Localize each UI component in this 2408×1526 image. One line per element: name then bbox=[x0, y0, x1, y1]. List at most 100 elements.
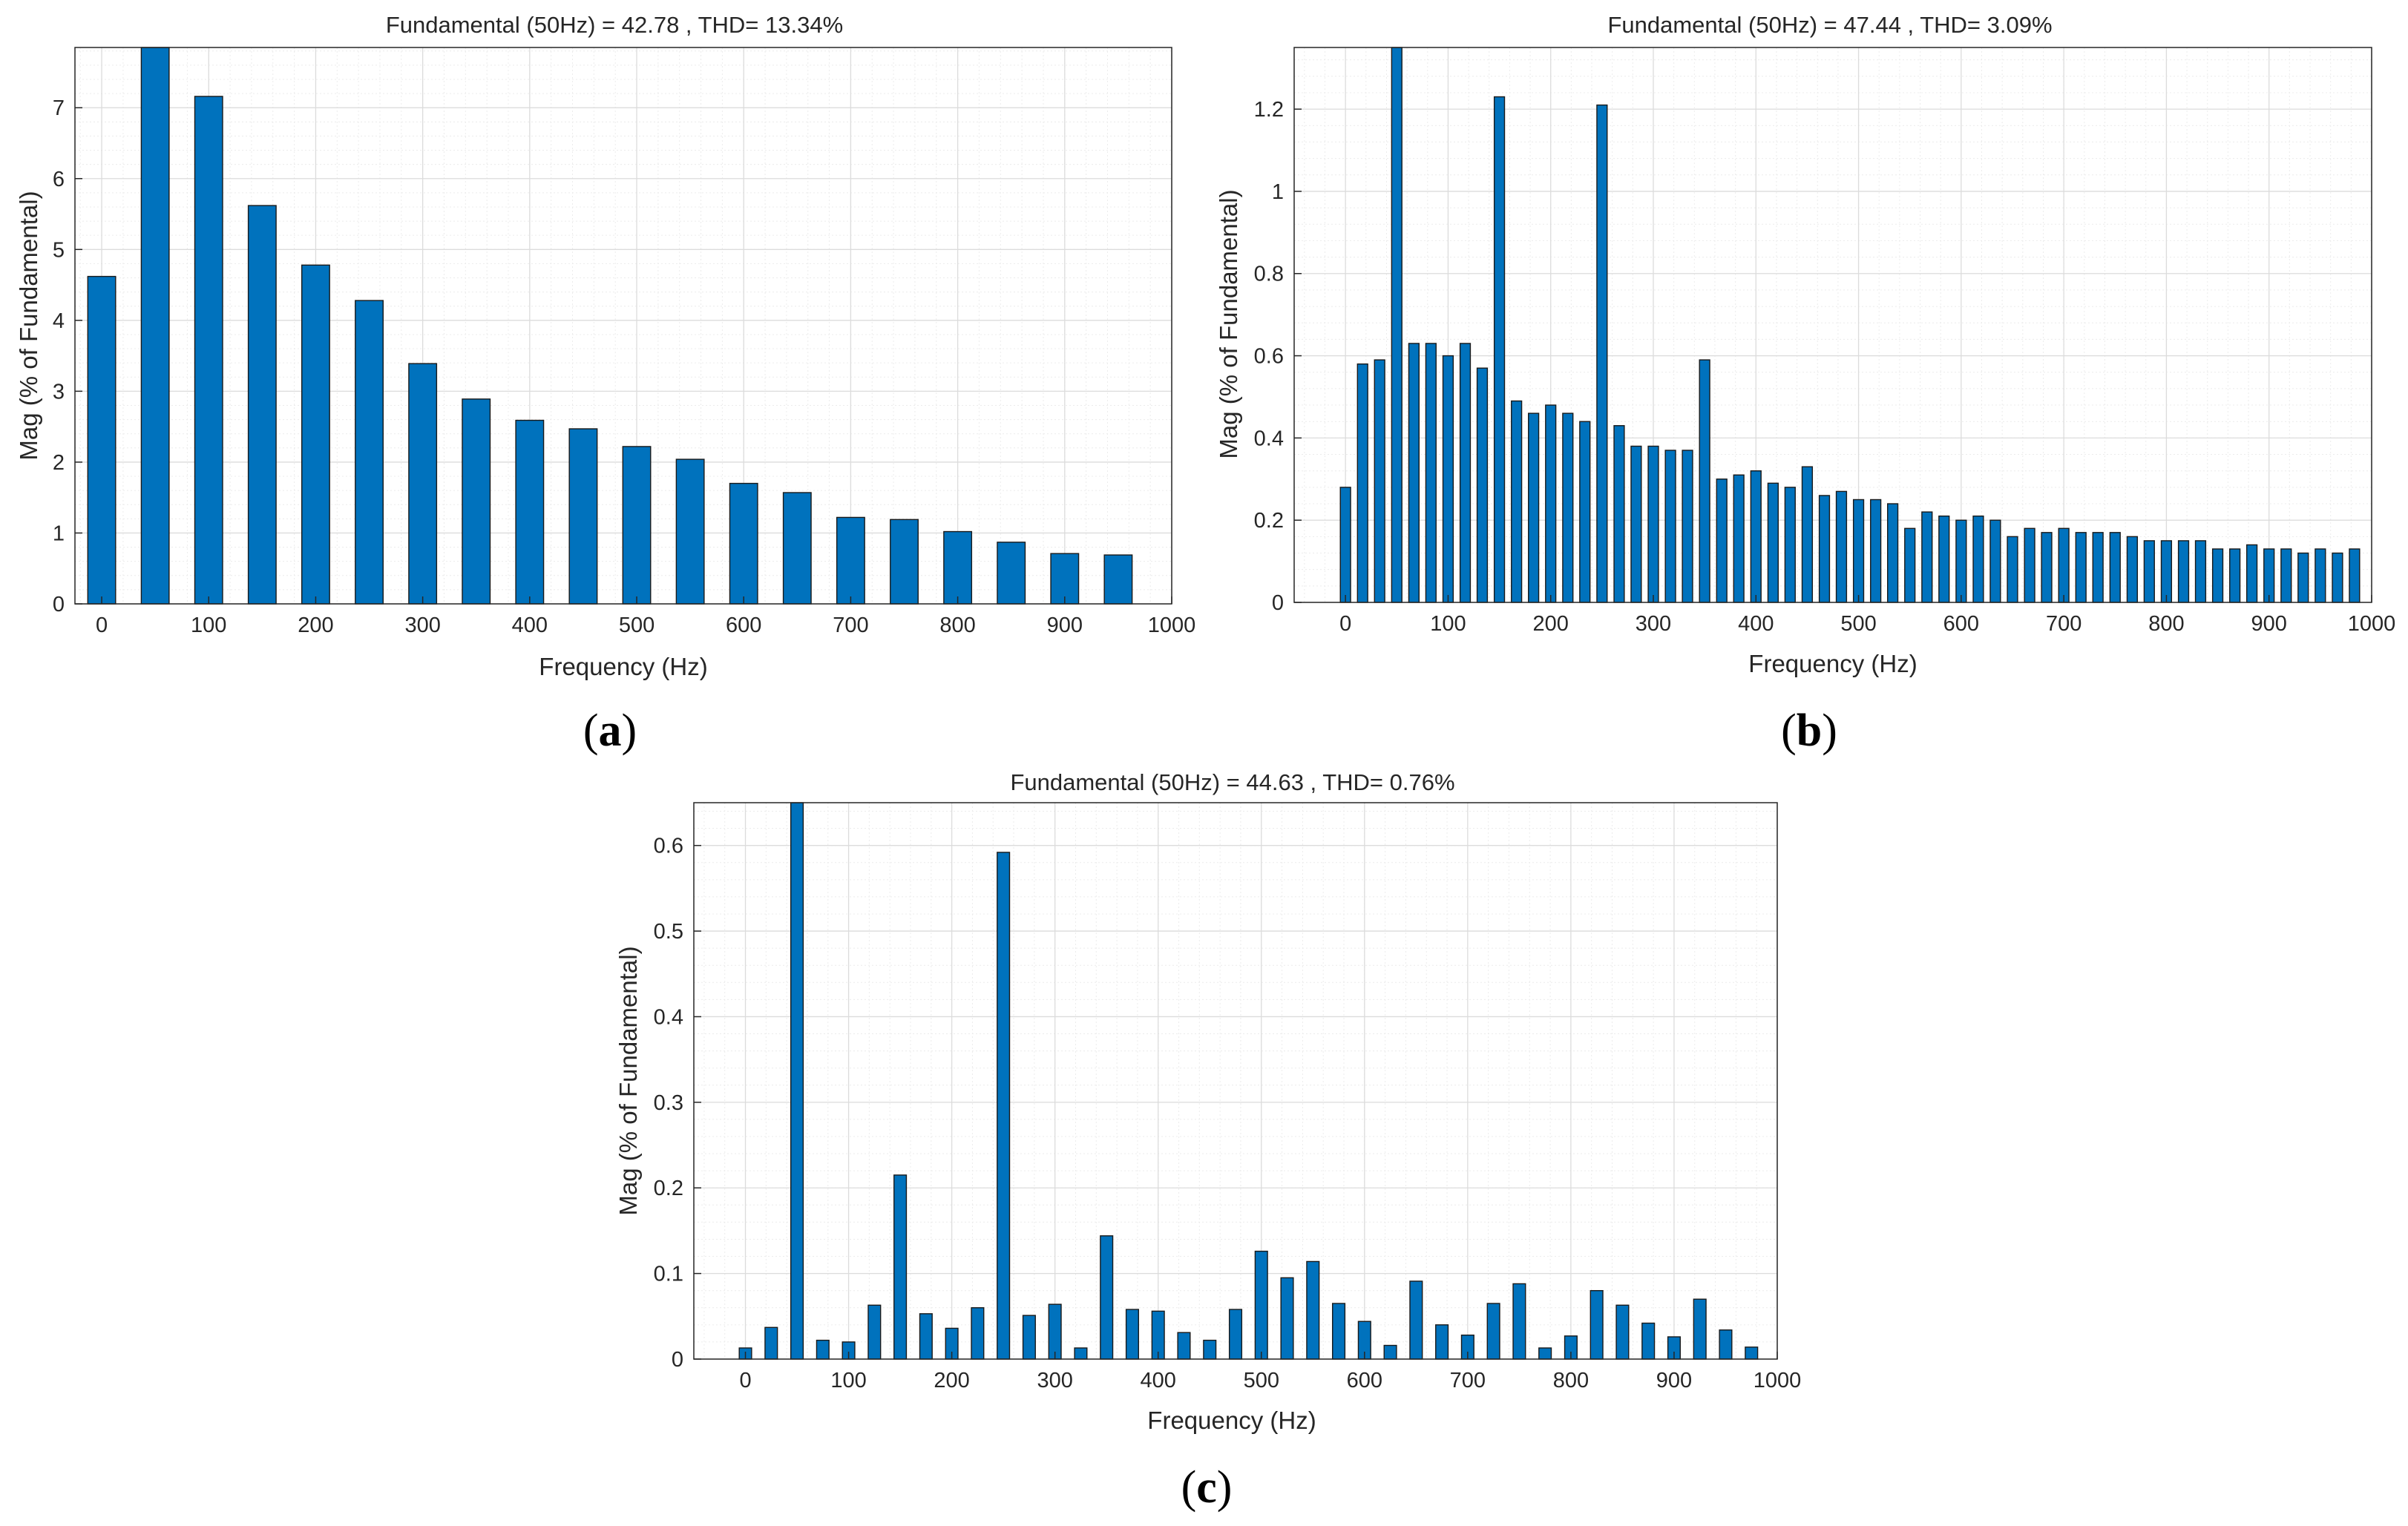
panel-caption-c: (c) bbox=[1181, 1462, 1233, 1513]
bar-c-39 bbox=[1745, 1346, 1759, 1360]
bar-c-29 bbox=[1486, 1303, 1500, 1360]
y-ticks-c: 0 0.1 0.2 0.3 0.4 0.5 0.6 bbox=[654, 835, 701, 1372]
bar-a-9 bbox=[568, 428, 598, 605]
bar-c-38 bbox=[1719, 1329, 1733, 1360]
x-tick-label-a-9: 900 bbox=[1047, 614, 1083, 637]
bar-b-44 bbox=[2092, 532, 2104, 603]
bar-c-7 bbox=[919, 1313, 933, 1360]
bar-b-16 bbox=[1613, 425, 1625, 603]
y-ticks-b: 0 0.2 0.4 0.6 0.8 1 1.2 bbox=[1254, 98, 1302, 615]
x-tick-label-b-8: 800 bbox=[2148, 612, 2184, 636]
chart-title-c: Fundamental (50Hz) = 44.63 , THD= 0.76% bbox=[1010, 769, 1454, 795]
bar-b-46 bbox=[2126, 536, 2138, 603]
x-tick-label-b-6: 600 bbox=[1943, 612, 1979, 636]
x-tick-label-b-0: 0 bbox=[1339, 612, 1351, 636]
x-ticks-b: 0 100 200 300 400 500 600 700 800 900 1000 bbox=[1339, 595, 2395, 636]
bar-c-31 bbox=[1538, 1347, 1552, 1360]
bar-c-37 bbox=[1693, 1298, 1707, 1360]
bar-c-35 bbox=[1641, 1322, 1656, 1360]
bar-b-2 bbox=[1374, 359, 1385, 603]
bar-a-14 bbox=[836, 516, 865, 605]
bar-a-15 bbox=[890, 519, 919, 605]
bar-c-2 bbox=[790, 802, 804, 1360]
bar-b-24 bbox=[1750, 470, 1762, 603]
x-tick-label-a-5: 500 bbox=[619, 614, 655, 637]
bar-c-30 bbox=[1512, 1283, 1526, 1360]
bar-c-6 bbox=[893, 1174, 908, 1360]
axes-box-a bbox=[74, 47, 1172, 605]
bar-b-9 bbox=[1493, 96, 1506, 603]
x-tick-label-b-3: 300 bbox=[1636, 612, 1671, 636]
x-tick-label-b-7: 700 bbox=[2046, 612, 2081, 636]
bar-b-40 bbox=[2024, 527, 2035, 603]
y-tick-label-c-1: 0.1 bbox=[654, 1263, 683, 1286]
bar-c-18 bbox=[1203, 1339, 1217, 1360]
y-tick-label-c-5: 0.5 bbox=[654, 920, 683, 944]
bar-b-33 bbox=[1904, 527, 1916, 603]
bar-b-50 bbox=[2194, 540, 2207, 603]
bar-b-6 bbox=[1442, 355, 1454, 603]
bar-b-53 bbox=[2246, 544, 2258, 603]
x-tick-label-b-1: 100 bbox=[1430, 612, 1466, 636]
bar-b-23 bbox=[1733, 474, 1745, 603]
axes-box-c bbox=[693, 802, 1778, 1360]
x-tick-label-c-3: 300 bbox=[1037, 1369, 1072, 1392]
bar-b-1 bbox=[1356, 363, 1368, 603]
x-tick-label-c-6: 600 bbox=[1347, 1369, 1382, 1392]
bar-c-21 bbox=[1280, 1277, 1294, 1360]
bar-b-22 bbox=[1716, 478, 1728, 603]
bar-a-19 bbox=[1103, 554, 1133, 605]
bar-b-28 bbox=[1818, 495, 1831, 603]
bar-b-52 bbox=[2229, 548, 2241, 603]
bar-b-58 bbox=[2332, 552, 2343, 603]
bar-b-4 bbox=[1408, 343, 1420, 603]
y-tick-label-c-3: 0.3 bbox=[654, 1091, 683, 1115]
x-tick-label-b-9: 900 bbox=[2251, 612, 2287, 636]
bar-b-15 bbox=[1596, 104, 1608, 603]
x-axis-label-a: Frequency (Hz) bbox=[539, 653, 707, 680]
bar-b-42 bbox=[2058, 527, 2070, 603]
bar-b-26 bbox=[1784, 487, 1796, 603]
bar-b-36 bbox=[1955, 519, 1967, 603]
y-axis-label-b: Mag (% of Fundamental) bbox=[1215, 189, 1242, 458]
bar-a-13 bbox=[782, 492, 812, 605]
bars-a bbox=[87, 47, 1133, 605]
chart-panel-a: Fundamental (50Hz) = 42.78 , THD= 13.34%… bbox=[15, 12, 1195, 756]
y-axis-label-c: Mag (% of Fundamental) bbox=[614, 946, 642, 1215]
y-tick-label-a-2: 2 bbox=[53, 451, 65, 475]
bar-c-22 bbox=[1306, 1260, 1320, 1360]
bar-b-18 bbox=[1647, 445, 1659, 603]
chart-panel-b: Fundamental (50Hz) = 47.44 , THD= 3.09% … bbox=[1215, 12, 2395, 756]
bar-b-37 bbox=[1972, 515, 1984, 603]
chart-panel-c: Fundamental (50Hz) = 44.63 , THD= 0.76% … bbox=[614, 769, 1801, 1513]
bar-b-17 bbox=[1630, 445, 1642, 603]
x-tick-label-b-2: 200 bbox=[1533, 612, 1569, 636]
chart-title-a: Fundamental (50Hz) = 42.78 , THD= 13.34% bbox=[386, 12, 843, 38]
bar-a-6 bbox=[408, 363, 438, 605]
bar-b-20 bbox=[1682, 450, 1693, 603]
bar-b-47 bbox=[2143, 540, 2155, 603]
x-tick-label-c-2: 200 bbox=[934, 1369, 969, 1392]
bar-b-21 bbox=[1699, 359, 1710, 603]
x-axis-label-b: Frequency (Hz) bbox=[1748, 650, 1917, 677]
bar-b-19 bbox=[1664, 450, 1676, 603]
bar-c-15 bbox=[1125, 1309, 1139, 1360]
x-tick-label-c-5: 500 bbox=[1244, 1369, 1279, 1392]
bar-b-13 bbox=[1562, 412, 1574, 603]
bar-b-39 bbox=[2007, 536, 2018, 603]
bar-b-0 bbox=[1339, 487, 1351, 603]
y-tick-label-c-0: 0 bbox=[672, 1348, 683, 1372]
y-tick-label-a-1: 1 bbox=[53, 522, 65, 545]
x-ticks-a: 0 100 200 300 400 500 600 700 800 900 1000 bbox=[96, 596, 1195, 637]
bar-a-11 bbox=[675, 458, 705, 605]
x-tick-label-c-4: 400 bbox=[1141, 1369, 1176, 1392]
bars-c bbox=[738, 802, 1759, 1360]
bars-b bbox=[1339, 47, 2361, 603]
bar-b-34 bbox=[1921, 511, 1933, 603]
bar-b-3 bbox=[1391, 47, 1403, 603]
y-tick-label-a-6: 6 bbox=[53, 168, 65, 191]
y-tick-label-c-2: 0.2 bbox=[654, 1177, 683, 1200]
bar-b-14 bbox=[1579, 421, 1591, 603]
bar-b-8 bbox=[1476, 367, 1489, 603]
bar-c-25 bbox=[1383, 1344, 1397, 1360]
